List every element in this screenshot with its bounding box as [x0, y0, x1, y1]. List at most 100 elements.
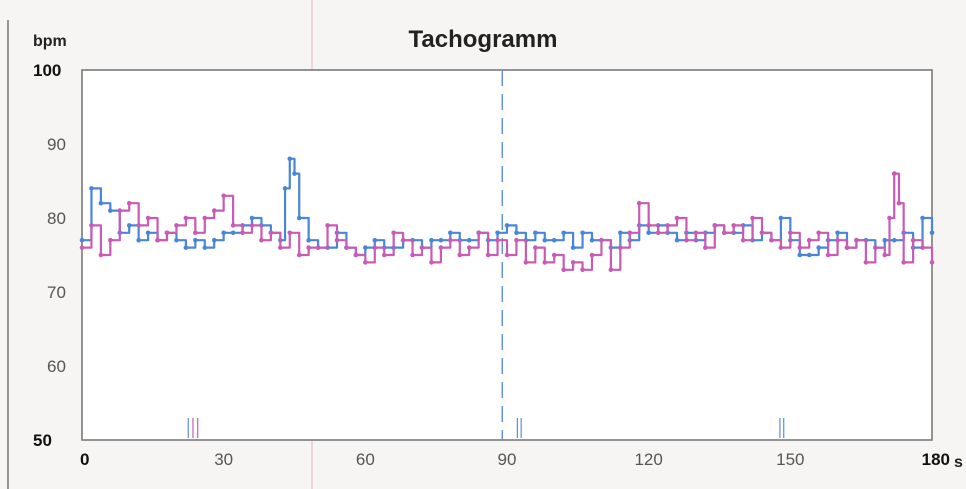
- data-point: [542, 237, 548, 243]
- data-point: [448, 230, 453, 236]
- data-point: [835, 230, 840, 236]
- data-point: [674, 215, 680, 221]
- series-layer: [79, 156, 935, 273]
- data-point: [448, 237, 453, 243]
- data-point: [665, 223, 670, 228]
- data-point: [292, 171, 297, 176]
- data-point: [466, 245, 472, 250]
- data-point: [674, 237, 680, 243]
- data-point: [457, 252, 463, 258]
- data-point: [108, 208, 113, 213]
- y-tick-label: 90: [47, 135, 66, 154]
- data-point: [145, 230, 151, 236]
- data-point: [306, 245, 311, 250]
- x-tick-label: 180: [922, 450, 950, 469]
- data-point: [174, 223, 179, 228]
- x-tick-label: 30: [214, 450, 233, 469]
- data-point: [202, 245, 208, 250]
- data-point: [466, 237, 472, 243]
- data-point: [896, 200, 902, 206]
- data-point: [183, 245, 189, 250]
- data-point: [98, 200, 104, 206]
- data-point: [551, 252, 557, 258]
- data-point: [731, 223, 736, 228]
- data-point: [589, 252, 595, 258]
- data-point: [221, 230, 226, 236]
- data-point: [202, 215, 208, 221]
- data-point: [854, 237, 859, 243]
- data-point: [98, 252, 104, 258]
- data-point: [778, 215, 784, 221]
- data-point: [740, 237, 746, 243]
- data-point: [164, 230, 170, 236]
- data-point: [287, 156, 293, 162]
- data-point: [646, 223, 651, 228]
- series-line: [82, 172, 934, 271]
- data-point: [485, 252, 491, 258]
- data-point: [806, 252, 812, 258]
- data-point: [334, 237, 340, 243]
- data-point: [551, 237, 557, 243]
- data-point: [618, 245, 623, 250]
- data-point: [89, 223, 94, 228]
- y-tick-label: 100: [33, 61, 61, 80]
- data-point: [891, 237, 897, 243]
- data-point: [533, 245, 538, 250]
- data-point: [381, 252, 387, 258]
- data-point: [570, 260, 576, 265]
- data-point: [887, 215, 892, 221]
- x-tick-label: 0: [80, 450, 89, 469]
- x-tick-label: 90: [498, 450, 517, 469]
- data-point: [891, 171, 897, 176]
- data-point: [155, 237, 160, 243]
- data-point: [126, 223, 132, 228]
- data-point: [230, 230, 236, 236]
- y-tick-label: 80: [47, 209, 66, 228]
- data-point: [136, 223, 141, 228]
- data-point: [533, 230, 538, 236]
- data-point: [325, 223, 330, 228]
- data-point: [721, 230, 727, 236]
- event-markers: [187, 418, 785, 438]
- data-point: [929, 260, 935, 265]
- data-point: [514, 230, 519, 236]
- data-point: [438, 245, 444, 250]
- data-point: [825, 252, 831, 258]
- data-point: [117, 208, 123, 213]
- data-point: [608, 267, 614, 273]
- y-tick-label: 60: [47, 357, 66, 376]
- data-point: [211, 208, 217, 213]
- y-axis-unit-label: bpm: [33, 33, 67, 50]
- data-point: [495, 237, 500, 243]
- data-point: [211, 237, 217, 243]
- data-point: [769, 237, 774, 243]
- x-tick-labels: 0 30 60 90 120 150 180: [80, 450, 950, 469]
- data-point: [627, 230, 633, 236]
- data-point: [835, 237, 840, 243]
- data-point: [249, 215, 255, 221]
- data-point: [882, 237, 888, 243]
- data-point: [363, 245, 368, 250]
- data-point: [372, 237, 378, 243]
- data-point: [778, 245, 784, 250]
- data-point: [655, 230, 661, 236]
- data-point: [419, 245, 425, 250]
- data-point: [495, 230, 500, 236]
- data-point: [400, 237, 406, 243]
- data-point: [816, 245, 821, 250]
- data-point: [561, 230, 566, 236]
- data-point: [561, 267, 566, 273]
- data-point: [296, 252, 302, 258]
- data-point: [873, 245, 878, 250]
- chart-title: Tachogramm: [409, 26, 558, 53]
- data-point: [145, 215, 151, 221]
- data-point: [636, 200, 642, 206]
- y-tick-labels: 100 90 80 70 60 50: [33, 61, 66, 450]
- data-point: [438, 237, 444, 243]
- data-point: [920, 245, 925, 250]
- data-point: [589, 237, 595, 243]
- data-point: [268, 230, 274, 236]
- series-2: [79, 171, 935, 273]
